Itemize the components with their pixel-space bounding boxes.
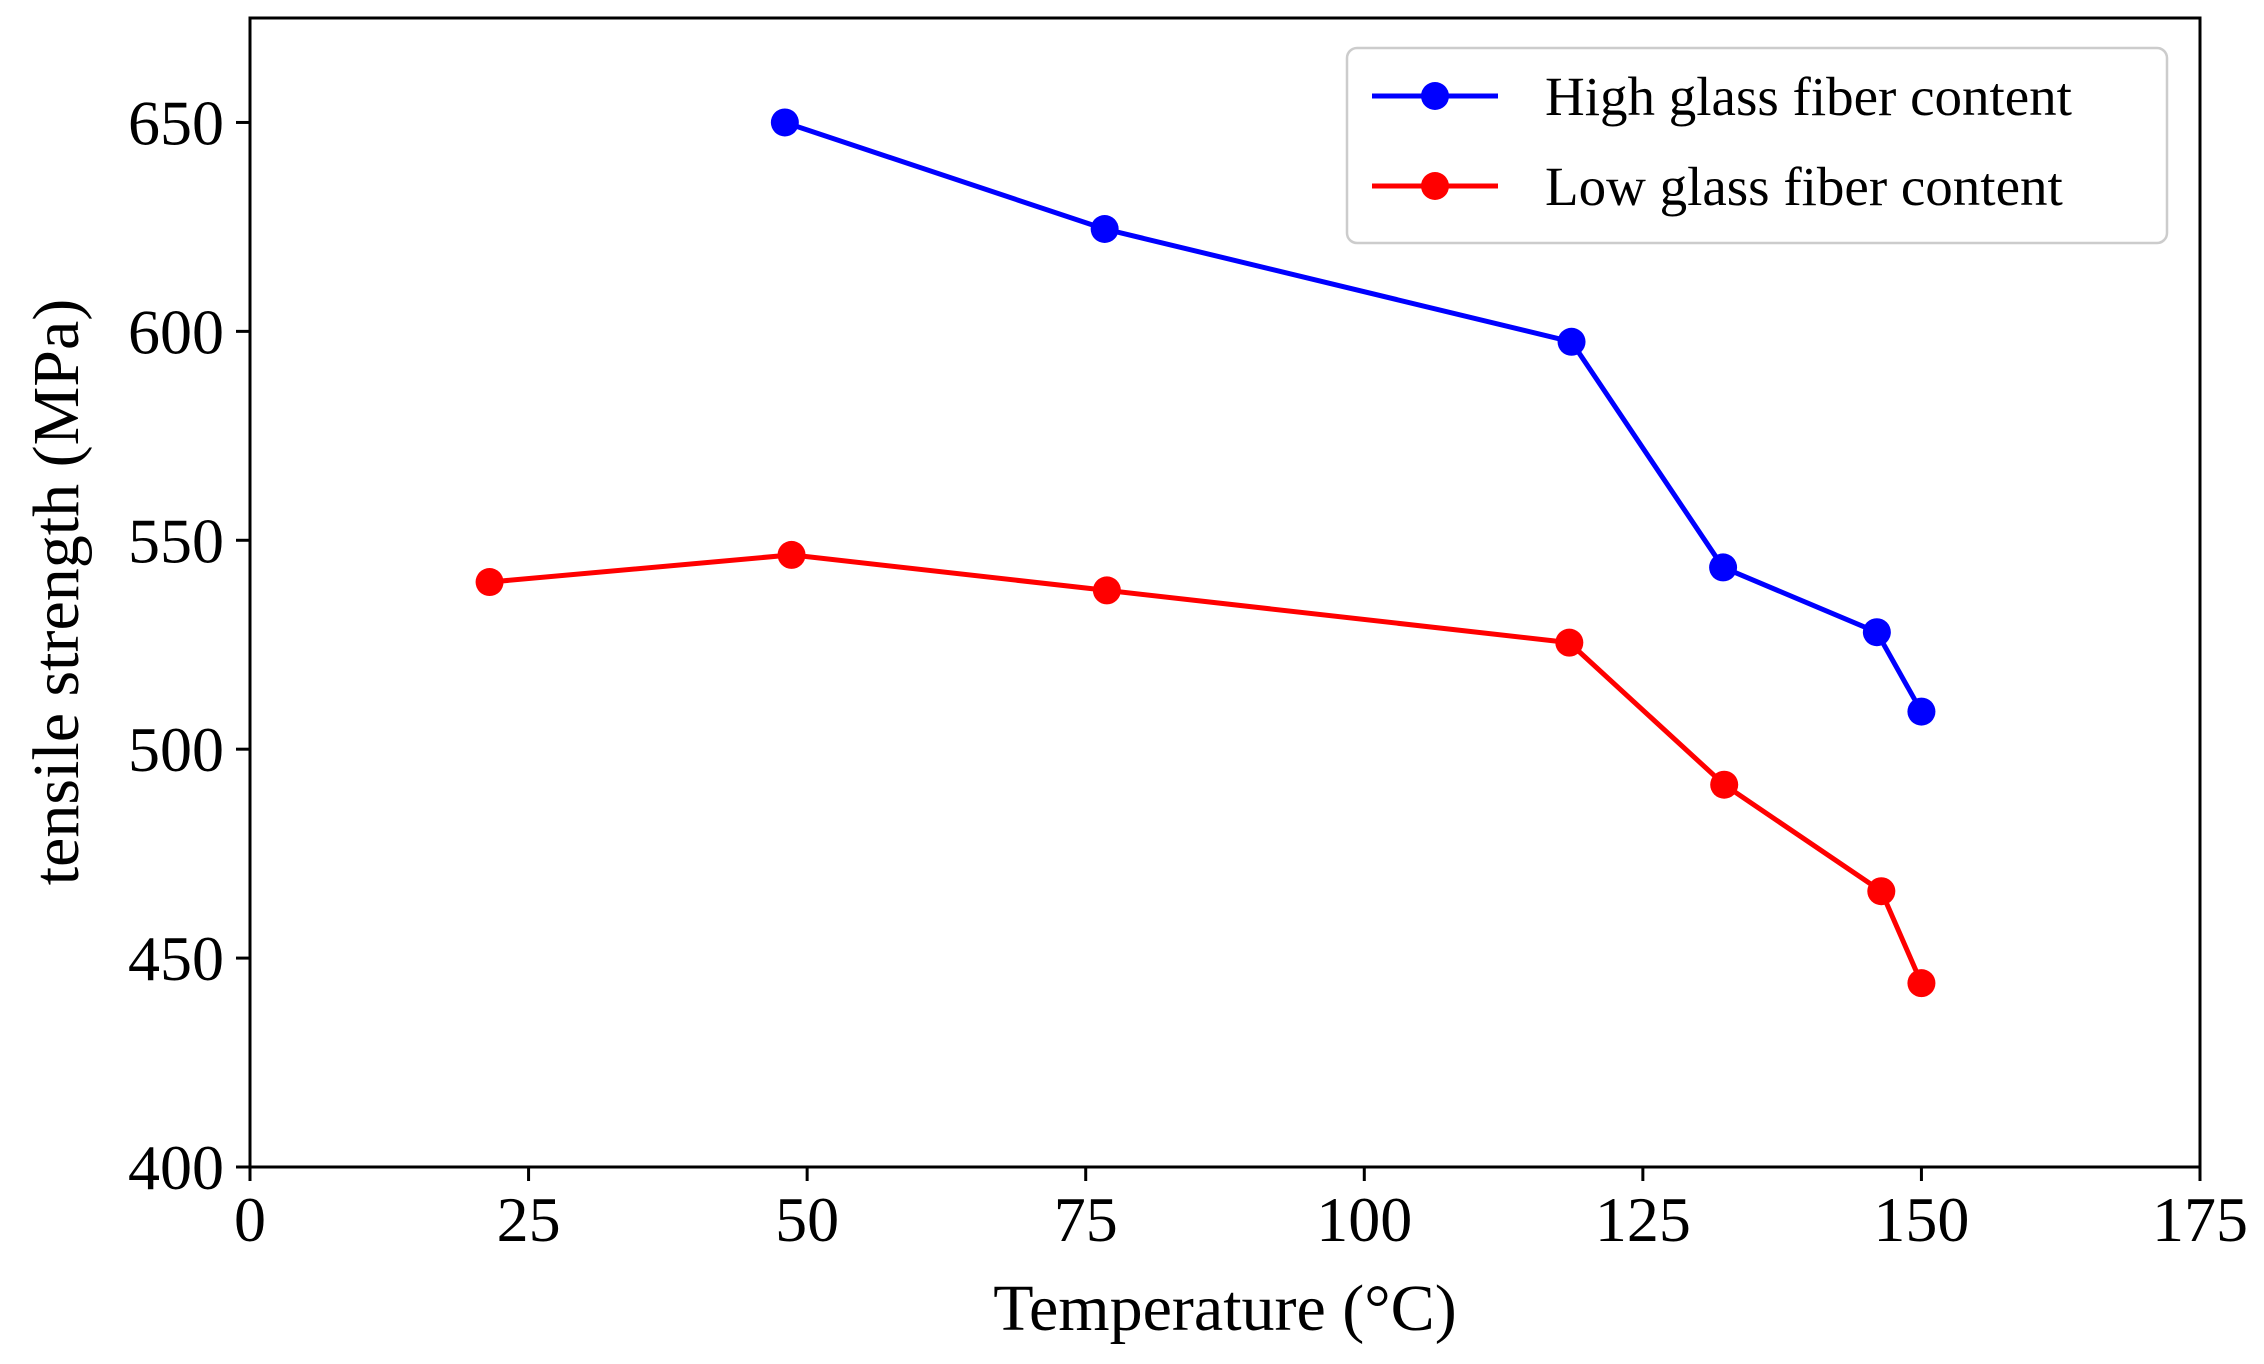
plot-area-frame	[248, 16, 2202, 1169]
x-tick-label: 100	[1316, 1184, 1412, 1255]
legend-marker-high	[1421, 82, 1449, 110]
series-line-0	[784, 120, 1924, 713]
y-tick-label: 400	[128, 1132, 224, 1203]
x-tick-label: 50	[775, 1184, 839, 1255]
y-tick-label: 450	[128, 923, 224, 994]
series-0-point	[1907, 697, 1936, 726]
y-tick-label: 600	[128, 296, 224, 367]
x-tick-label: 25	[497, 1184, 561, 1255]
y-tick-label: 650	[128, 87, 224, 158]
series-1-point	[1710, 770, 1739, 799]
y-axis: 400 450 500 550 600 650	[128, 87, 250, 1203]
y-tick-label: 500	[128, 714, 224, 785]
series-1-point	[1907, 969, 1936, 998]
legend-box	[1345, 46, 2169, 245]
series-line-1	[489, 552, 1924, 985]
series-0-point	[1862, 618, 1891, 647]
legend-label-low: Low glass fiber content	[1545, 156, 2063, 217]
legend-marker-low	[1421, 172, 1449, 200]
x-axis: 0 25 50 75 100 125 150 175	[234, 1167, 2248, 1255]
x-tick-label: 175	[2152, 1184, 2248, 1255]
legend-label-high: High glass fiber content	[1545, 66, 2072, 127]
series-1-point	[777, 540, 806, 569]
legend: High glass fiber content Low glass fiber…	[1345, 46, 2169, 245]
series-0-point	[770, 108, 799, 137]
x-tick-label: 150	[1873, 1184, 1969, 1255]
y-axis-label: tensile strength (MPa)	[20, 299, 93, 886]
series-0-point	[1557, 327, 1586, 356]
series-0-point	[1090, 214, 1119, 243]
series-1-point	[475, 568, 504, 597]
series-1-point	[1867, 877, 1896, 906]
series-1-point	[1555, 628, 1584, 657]
y-tick-label: 550	[128, 505, 224, 576]
x-tick-label: 75	[1054, 1184, 1118, 1255]
x-tick-label: 125	[1595, 1184, 1691, 1255]
plot-series	[475, 108, 1936, 998]
series-0-point	[1709, 553, 1738, 582]
series-1-point	[1092, 576, 1121, 605]
x-tick-label: 0	[234, 1184, 266, 1255]
x-axis-label: Temperature (°C)	[993, 1272, 1456, 1345]
